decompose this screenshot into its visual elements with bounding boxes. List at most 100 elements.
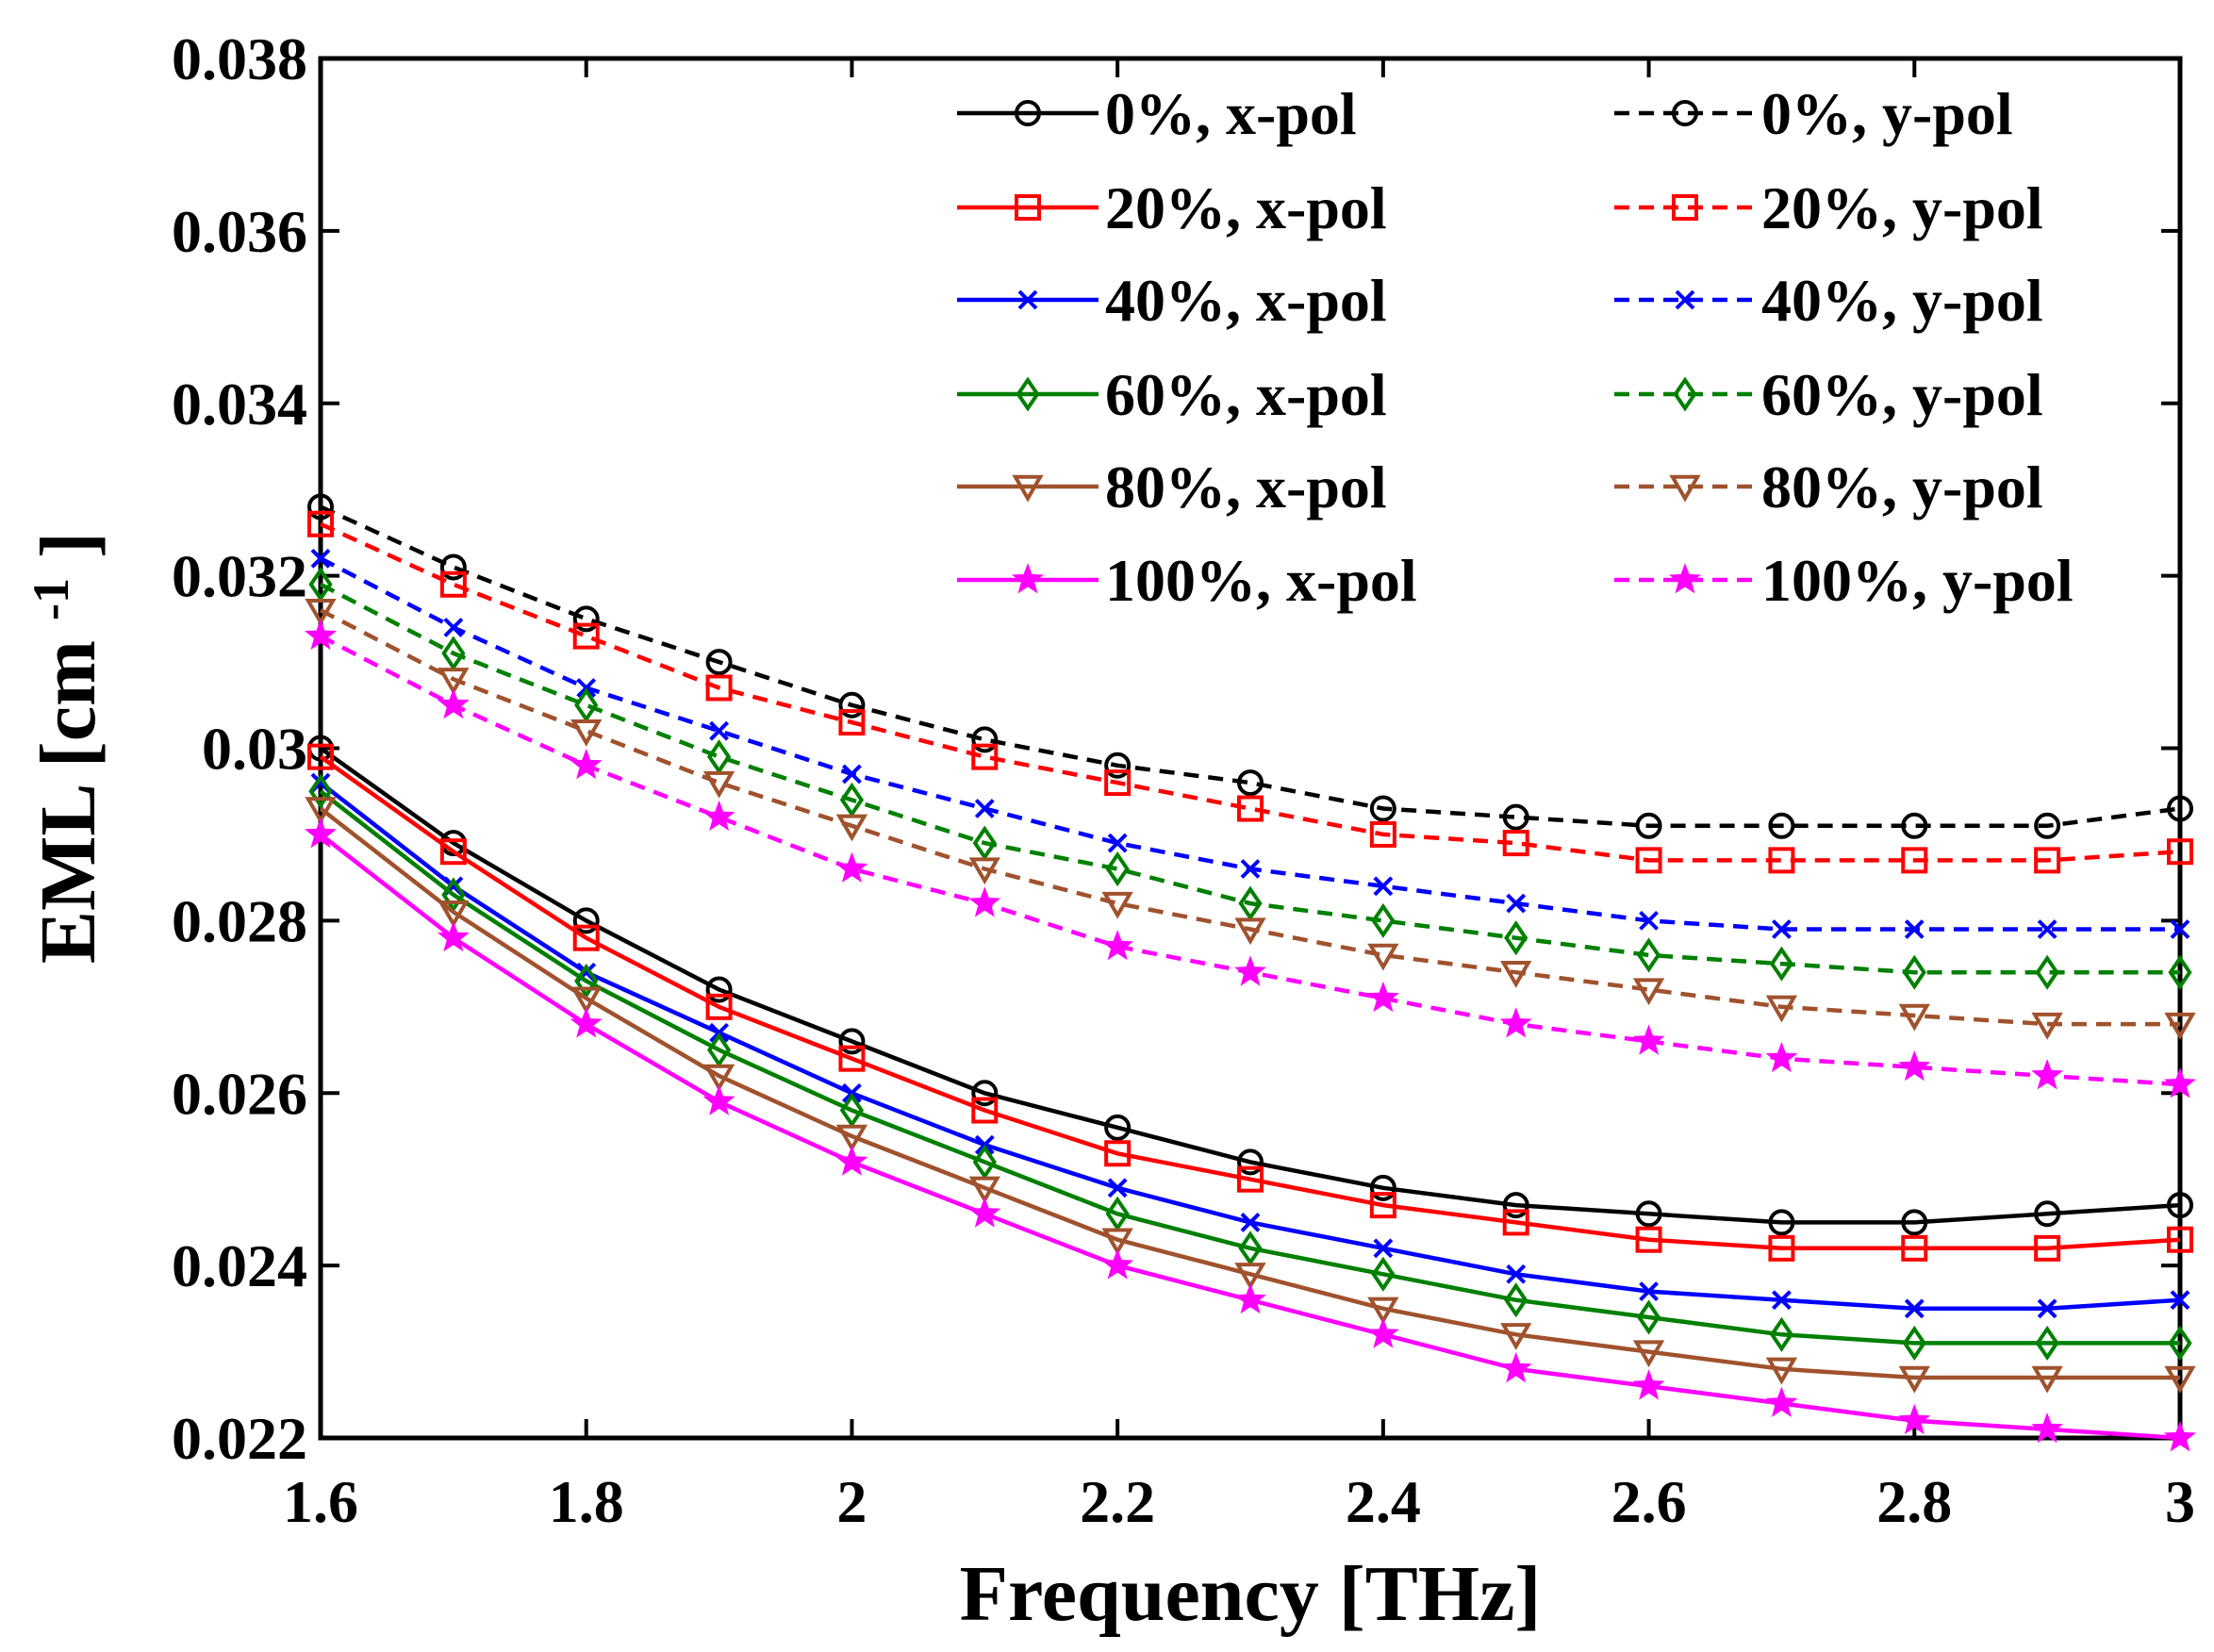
data-point-triangle-down bbox=[305, 797, 337, 825]
data-point-triangle-down bbox=[1765, 995, 1798, 1023]
data-point-triangle-down bbox=[1632, 1340, 1665, 1368]
data-point-circle bbox=[1901, 1209, 1928, 1236]
legend-item: 100%, x-pol bbox=[957, 547, 1417, 614]
data-point-star bbox=[2031, 1059, 2064, 1090]
data-point-triangle-down bbox=[570, 719, 603, 747]
data-point-star bbox=[2163, 1421, 2197, 1452]
data-point-x bbox=[2170, 919, 2190, 939]
data-point-x bbox=[709, 720, 729, 741]
data-point-star bbox=[1233, 955, 1267, 986]
legend-item: 40%, x-pol bbox=[957, 267, 1387, 334]
data-point-square bbox=[1369, 820, 1396, 848]
data-point-star bbox=[1499, 1007, 1532, 1038]
data-point-x bbox=[1772, 919, 1792, 939]
data-point-circle bbox=[1672, 100, 1698, 126]
legend-item: 20%, x-pol bbox=[957, 174, 1387, 241]
data-point-x bbox=[2037, 1298, 2057, 1319]
x-tick-label: 1.6 bbox=[283, 1468, 358, 1535]
data-point-triangle-down bbox=[1898, 1003, 1930, 1032]
data-point-star bbox=[1765, 1041, 1798, 1073]
series-line bbox=[320, 504, 2181, 829]
data-point-circle bbox=[705, 976, 733, 1003]
data-point-star bbox=[2031, 1412, 2064, 1444]
y-tick-label: 0.024 bbox=[172, 1232, 307, 1299]
data-point-x bbox=[2037, 919, 2057, 939]
data-point-circle bbox=[572, 605, 600, 633]
series-100-x-pol bbox=[304, 818, 2197, 1452]
series-line bbox=[319, 754, 2181, 1251]
data-point-circle bbox=[1502, 803, 1529, 831]
series-line bbox=[320, 521, 2181, 863]
data-point-triangle-down bbox=[1500, 1323, 1532, 1350]
axis-ticks: 1.6 1.8 2 2.2 2.4 2.6 2.8 3 0.022 0.024 0.026 0.028… bbox=[172, 25, 2195, 1535]
data-point-x bbox=[1373, 1238, 1394, 1259]
data-point-circle bbox=[1635, 1200, 1662, 1228]
data-point-triangle-down bbox=[1632, 978, 1665, 1006]
data-point-circle bbox=[1768, 812, 1795, 839]
data-point-star bbox=[835, 851, 868, 883]
data-point-triangle-down bbox=[570, 986, 603, 1015]
series-20-x-pol bbox=[307, 743, 2193, 1262]
data-point-star bbox=[1499, 1351, 1532, 1383]
y-tick-label: 0.032 bbox=[172, 543, 307, 610]
data-point-square bbox=[971, 1097, 999, 1124]
data-point-square bbox=[838, 709, 866, 736]
data-point-x bbox=[310, 548, 331, 569]
data-point-diamond bbox=[1504, 1282, 1528, 1318]
data-point-x bbox=[1675, 289, 1695, 310]
data-point-diamond bbox=[972, 825, 997, 861]
data-point-diamond bbox=[706, 1032, 732, 1068]
legend-label: 100%, x-pol bbox=[1105, 547, 1417, 614]
data-point-circle bbox=[1015, 100, 1041, 126]
data-point-square bbox=[1502, 1209, 1529, 1236]
data-point-x bbox=[1107, 1178, 1128, 1198]
data-point-star bbox=[437, 920, 470, 952]
data-point-x bbox=[1017, 289, 1038, 310]
data-point-star bbox=[304, 619, 338, 651]
data-point-square bbox=[1369, 1192, 1396, 1219]
data-point-circle bbox=[1502, 1192, 1529, 1219]
data-point-square bbox=[2034, 1234, 2061, 1262]
data-point-circle bbox=[572, 907, 600, 934]
legend-item: 60%, y-pol bbox=[1614, 361, 2043, 428]
data-point-square bbox=[1104, 1140, 1132, 1167]
data-point-diamond bbox=[972, 1144, 997, 1180]
legend-label: 20%, x-pol bbox=[1105, 174, 1387, 241]
data-point-x bbox=[1506, 1264, 1527, 1284]
data-point-diamond bbox=[308, 567, 333, 603]
y-tick-label: 0.034 bbox=[172, 371, 307, 438]
data-point-star bbox=[570, 748, 603, 780]
data-point-triangle-down bbox=[1765, 1357, 1798, 1385]
data-point-star bbox=[1632, 1369, 1665, 1400]
y-tick-label: 0.022 bbox=[172, 1405, 307, 1472]
data-point-triangle-down bbox=[2031, 1365, 2063, 1394]
data-point-triangle-down bbox=[305, 599, 337, 626]
data-point-triangle-down bbox=[2164, 1365, 2196, 1394]
data-point-square bbox=[1635, 847, 1662, 874]
legend-label: 40%, y-pol bbox=[1761, 267, 2043, 334]
data-point-star bbox=[1101, 1248, 1134, 1280]
data-point-diamond bbox=[441, 636, 466, 671]
data-point-triangle-down bbox=[2164, 1012, 2196, 1040]
data-point-x bbox=[1373, 876, 1394, 897]
x-tick-label: 2.2 bbox=[1080, 1468, 1155, 1535]
data-point-circle bbox=[705, 649, 733, 676]
data-point-x bbox=[1639, 910, 1659, 931]
y-tick-label: 0.028 bbox=[172, 887, 307, 954]
data-point-circle bbox=[1901, 812, 1928, 839]
series-line bbox=[319, 789, 2180, 1346]
data-point-diamond bbox=[2035, 954, 2059, 990]
data-point-diamond bbox=[2168, 1325, 2192, 1361]
data-point-star bbox=[968, 1197, 1001, 1228]
data-point-triangle-down bbox=[1101, 891, 1133, 919]
data-point-star bbox=[1366, 1317, 1399, 1348]
data-point-triangle-down bbox=[968, 1176, 1000, 1204]
data-point-x bbox=[443, 618, 464, 637]
data-point-triangle-down bbox=[1101, 1228, 1133, 1256]
data-point-x bbox=[1904, 1298, 1925, 1319]
y-axis-title-main: EML [cm bbox=[25, 640, 112, 964]
legend-item: 40%, y-pol bbox=[1614, 267, 2043, 334]
data-point-x bbox=[1240, 859, 1261, 879]
data-point-star bbox=[2163, 1067, 2197, 1099]
data-point-circle bbox=[439, 553, 467, 581]
